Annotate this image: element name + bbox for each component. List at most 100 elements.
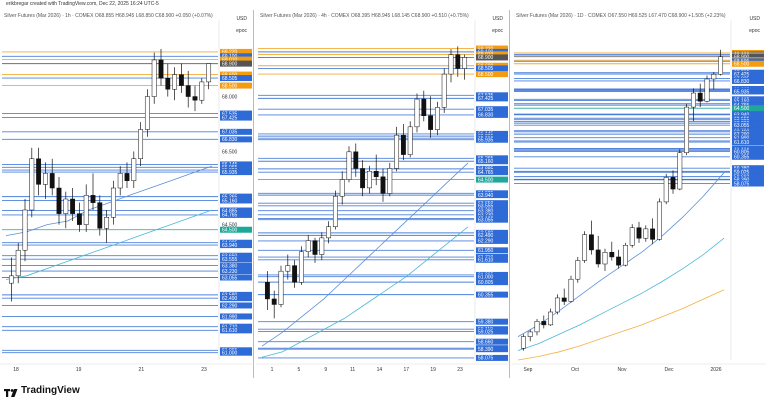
- candle-body: [305, 240, 311, 252]
- x-tick-label: Sep: [524, 367, 533, 373]
- level-label: 63.940: [222, 243, 238, 249]
- candle-body: [83, 195, 89, 225]
- unit-note: epoc: [492, 28, 503, 34]
- level-label-box: [476, 176, 508, 183]
- level-label: 61.950: [478, 248, 494, 254]
- candle-body: [677, 152, 683, 190]
- level-label: 62.490: [222, 296, 238, 302]
- level-label-box: [476, 318, 508, 325]
- level-label-box: [220, 48, 252, 55]
- level-label: 68.505: [478, 66, 494, 72]
- candle-body: [602, 252, 608, 265]
- candle-body: [421, 98, 427, 116]
- x-tick-label: 19: [430, 367, 436, 373]
- candle-body: [718, 56, 724, 75]
- candle-body: [319, 237, 325, 255]
- candle-body: [462, 57, 468, 69]
- candle-body: [271, 298, 277, 305]
- level-label: 63.555: [222, 257, 238, 263]
- level-label: 62.290: [478, 239, 494, 245]
- level-label-box: [476, 45, 508, 52]
- chart-svg[interactable]: 69.22069.10069.01068.90068.60068.50568.5…: [512, 10, 766, 378]
- level-label-box: [220, 128, 252, 135]
- level-label-box: [476, 54, 508, 61]
- candle-body: [36, 158, 42, 185]
- level-label: 65.160: [222, 198, 238, 204]
- candle-body: [76, 213, 82, 225]
- candle-body: [56, 187, 62, 214]
- candle-body: [360, 168, 366, 189]
- candle-body: [441, 73, 447, 108]
- panel-title: Silver Futures (Mar 2026) · 1D · COMEX O…: [516, 13, 726, 19]
- level-label: 68.900: [222, 61, 238, 67]
- level-label-box: [220, 302, 252, 309]
- candle-body: [387, 168, 393, 194]
- level-label: 63.380: [478, 208, 494, 214]
- candle-body: [711, 74, 717, 80]
- chart-svg[interactable]: 69.22069.10069.01068.90068.60068.50568.5…: [256, 10, 510, 378]
- x-tick-label: 14: [377, 367, 383, 373]
- level-label-box: [220, 262, 252, 269]
- level-label-box: [220, 71, 252, 78]
- level-label: 60.355: [734, 155, 750, 161]
- level-label-box: [220, 295, 252, 302]
- level-label-box: [220, 136, 252, 143]
- currency-label: USD: [492, 16, 503, 22]
- level-label-box: [220, 53, 252, 60]
- level-label: 66.830: [222, 137, 238, 143]
- candle-body: [455, 54, 461, 69]
- level-label-box: [476, 111, 508, 118]
- level-label: 63.230: [222, 269, 238, 275]
- candle-body: [178, 74, 184, 86]
- level-label: 58.390: [478, 347, 494, 353]
- level-label-box: [476, 291, 508, 298]
- chart-panel-4h[interactable]: Silver Futures (Mar 2026) · 4h · COMEX O…: [256, 10, 510, 378]
- candle-body: [199, 81, 205, 101]
- level-label-box: [732, 169, 764, 176]
- x-tick-label: 23: [201, 367, 207, 373]
- level-label-box: [476, 95, 508, 102]
- candle-body: [656, 201, 662, 240]
- level-label-box: [220, 268, 252, 275]
- x-tick-label: 19: [76, 367, 82, 373]
- level-label: 63.055: [222, 275, 238, 281]
- candle-body: [568, 278, 574, 302]
- candle-body: [636, 227, 642, 239]
- level-label: 67.535: [222, 111, 238, 117]
- candle-body: [292, 265, 298, 283]
- candle-body: [117, 173, 123, 189]
- candle-body: [407, 126, 413, 155]
- candle-body: [561, 297, 567, 302]
- level-label: 66.830: [734, 79, 750, 85]
- level-label-box: [220, 349, 252, 356]
- candle-body: [520, 336, 526, 349]
- candle-body: [697, 92, 703, 102]
- x-tick-label: Oct: [571, 367, 579, 373]
- level-label: 65.935: [478, 138, 494, 144]
- level-label: 61.610: [734, 140, 750, 146]
- candle-body: [332, 195, 338, 228]
- level-label: 68.505: [222, 76, 238, 82]
- level-label-box: [220, 211, 252, 218]
- candle-body: [373, 170, 379, 178]
- level-label-box: [220, 274, 252, 281]
- chart-svg[interactable]: 69.22069.10069.01068.90068.60068.50568.5…: [0, 10, 254, 378]
- level-label-box: [476, 328, 508, 335]
- level-label-box: [220, 169, 252, 176]
- level-label-box: [220, 56, 252, 63]
- candle-body: [339, 179, 345, 197]
- candle-body: [70, 198, 76, 214]
- candle-body: [400, 134, 406, 155]
- level-label-box: [220, 252, 252, 259]
- level-label-box: [732, 139, 764, 146]
- chart-panel-1h[interactable]: Silver Futures (Mar 2026) · 1h · COMEX O…: [0, 10, 254, 378]
- level-label-box: [476, 106, 508, 113]
- level-label-box: [220, 207, 252, 214]
- level-label-box: [732, 71, 764, 78]
- chart-panel-1d[interactable]: Silver Futures (Mar 2026) · 1D · COMEX O…: [512, 10, 766, 378]
- level-label-box: [220, 327, 252, 334]
- candle-body: [414, 98, 420, 128]
- level-label-box: [732, 148, 764, 155]
- level-label: 61.990: [222, 314, 238, 320]
- candle-body: [527, 331, 533, 337]
